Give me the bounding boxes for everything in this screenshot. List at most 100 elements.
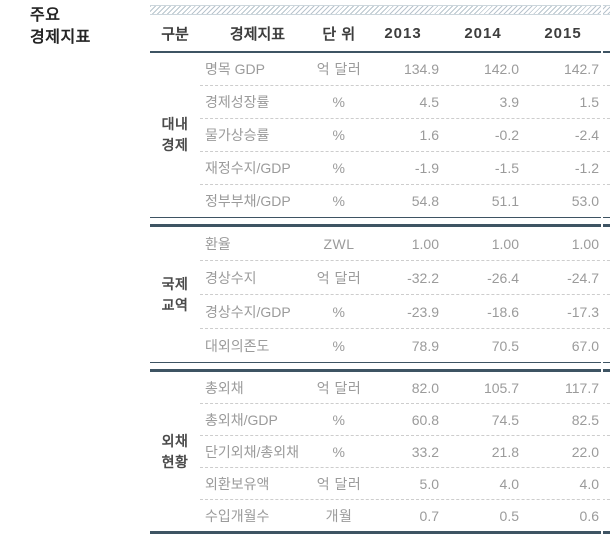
unit-cell: 억 달러 bbox=[316, 475, 362, 492]
value-2013: 60.8 bbox=[411, 411, 439, 428]
value-2013: 0.7 bbox=[419, 507, 439, 524]
unit-cell: % bbox=[332, 193, 346, 209]
unit-cell: 개월 bbox=[325, 507, 353, 524]
table-group-domestic-economy: 대내 경제 명목 GDP 억 달러 134.9 142.0 142.7 경제성장… bbox=[150, 53, 610, 217]
indicators-table: 구분 경제지표 단 위 2013 2014 2015 대내 경제 명목 GDP … bbox=[150, 5, 610, 534]
value-2013: 5.0 bbox=[419, 475, 439, 492]
header-year-2015: 2015 bbox=[544, 24, 582, 42]
group-category-label: 외채 현황 bbox=[161, 432, 189, 470]
page-title-line1: 주요 bbox=[30, 7, 61, 24]
table-row: 정부부채/GDP % 54.8 51.1 53.0 bbox=[200, 184, 610, 217]
indicator-label: 총외채/GDP bbox=[205, 411, 278, 428]
value-2014: 74.5 bbox=[491, 411, 519, 428]
value-2014: 105.7 bbox=[483, 379, 519, 396]
indicator-label: 경상수지/GDP bbox=[205, 303, 291, 320]
value-2014: 3.9 bbox=[499, 94, 519, 110]
group-category-cell: 외채 현황 bbox=[150, 372, 200, 531]
header-year-2013: 2013 bbox=[384, 24, 422, 42]
value-2014: 21.8 bbox=[491, 443, 519, 460]
indicator-label: 정부부채/GDP bbox=[205, 193, 291, 209]
value-2014: -18.6 bbox=[487, 303, 519, 320]
value-2013: 1.6 bbox=[419, 127, 439, 143]
value-2014: 4.0 bbox=[499, 475, 519, 492]
value-2013: 54.8 bbox=[411, 193, 439, 209]
table-row: 재정수지/GDP % -1.9 -1.5 -1.2 bbox=[200, 151, 610, 184]
unit-cell: % bbox=[332, 443, 346, 460]
table-row: 명목 GDP 억 달러 134.9 142.0 142.7 bbox=[200, 53, 610, 85]
unit-cell: 억 달러 bbox=[316, 269, 362, 286]
indicator-label: 단기외채/총외채 bbox=[205, 443, 300, 460]
unit-cell: 억 달러 bbox=[316, 61, 362, 77]
value-2013: 1.00 bbox=[411, 235, 439, 252]
indicator-label: 수입개월수 bbox=[205, 507, 270, 524]
value-2015: 67.0 bbox=[571, 337, 599, 354]
value-2014: 51.1 bbox=[491, 193, 519, 209]
value-2014: -0.2 bbox=[494, 127, 519, 143]
value-2014: 70.5 bbox=[491, 337, 519, 354]
column-gap bbox=[601, 5, 603, 534]
value-2015: 4.0 bbox=[579, 475, 599, 492]
table-row: 경상수지 억 달러 -32.2 -26.4 -24.7 bbox=[200, 260, 610, 294]
value-2015: 142.7 bbox=[563, 61, 599, 77]
indicator-label: 물가상승률 bbox=[205, 127, 270, 143]
indicator-label: 명목 GDP bbox=[205, 61, 265, 77]
value-2014: -26.4 bbox=[487, 269, 519, 286]
header-indicator: 경제지표 bbox=[229, 25, 286, 43]
unit-cell: 억 달러 bbox=[316, 379, 362, 396]
value-2013: 78.9 bbox=[411, 337, 439, 354]
value-2015: 22.0 bbox=[571, 443, 599, 460]
value-2013: 82.0 bbox=[411, 379, 439, 396]
group-rows: 총외채 억 달러 82.0 105.7 117.7 총외채/GDP % 60.8… bbox=[200, 372, 610, 531]
header-unit: 단 위 bbox=[322, 25, 356, 43]
value-2013: 134.9 bbox=[403, 61, 439, 77]
unit-cell: % bbox=[332, 127, 346, 143]
unit-cell: % bbox=[332, 160, 346, 176]
indicator-label: 외환보유액 bbox=[205, 475, 270, 492]
header-category: 구분 bbox=[161, 25, 189, 43]
value-2013: 4.5 bbox=[419, 94, 439, 110]
value-2013: 33.2 bbox=[411, 443, 439, 460]
table-group-external-debt: 외채 현황 총외채 억 달러 82.0 105.7 117.7 총외채/GDP … bbox=[150, 372, 610, 531]
group-divider bbox=[150, 362, 610, 372]
table-row: 총외채 억 달러 82.0 105.7 117.7 bbox=[200, 372, 610, 403]
value-2015: -2.4 bbox=[574, 127, 599, 143]
table-row: 대외의존도 % 78.9 70.5 67.0 bbox=[200, 328, 610, 362]
indicator-label: 총외채 bbox=[205, 379, 244, 396]
group-category-label: 대내 경제 bbox=[161, 116, 189, 153]
unit-cell: % bbox=[332, 94, 346, 110]
table-row: 총외채/GDP % 60.8 74.5 82.5 bbox=[200, 403, 610, 435]
unit-cell: ZWL bbox=[323, 235, 355, 252]
value-2014: -1.5 bbox=[494, 160, 519, 176]
indicator-label: 경제성장률 bbox=[205, 94, 270, 110]
value-2014: 0.5 bbox=[499, 507, 519, 524]
table-row: 환율 ZWL 1.00 1.00 1.00 bbox=[200, 227, 610, 260]
value-2015: 1.00 bbox=[571, 235, 599, 252]
header-year-2014: 2014 bbox=[464, 24, 502, 42]
value-2014: 1.00 bbox=[491, 235, 519, 252]
group-rows: 명목 GDP 억 달러 134.9 142.0 142.7 경제성장률 % 4.… bbox=[200, 53, 610, 217]
table-row: 물가상승률 % 1.6 -0.2 -2.4 bbox=[200, 118, 610, 151]
group-rows: 환율 ZWL 1.00 1.00 1.00 경상수지 억 달러 -32.2 -2… bbox=[200, 227, 610, 362]
value-2015: -1.2 bbox=[574, 160, 599, 176]
value-2015: 82.5 bbox=[571, 411, 599, 428]
indicator-label: 환율 bbox=[205, 235, 231, 252]
value-2014: 142.0 bbox=[483, 61, 519, 77]
group-divider bbox=[150, 217, 610, 227]
indicator-label: 재정수지/GDP bbox=[205, 160, 291, 176]
value-2015: -24.7 bbox=[567, 269, 599, 286]
value-2013: -23.9 bbox=[407, 303, 439, 320]
value-2015: 53.0 bbox=[571, 193, 599, 209]
table-row: 외환보유액 억 달러 5.0 4.0 4.0 bbox=[200, 467, 610, 499]
table-row: 단기외채/총외채 % 33.2 21.8 22.0 bbox=[200, 435, 610, 467]
group-category-cell: 대내 경제 bbox=[150, 53, 200, 217]
table-row: 경상수지/GDP % -23.9 -18.6 -17.3 bbox=[200, 294, 610, 328]
value-2015: 1.5 bbox=[579, 94, 599, 110]
page-title-line2: 경제지표 bbox=[30, 29, 91, 46]
value-2015: -17.3 bbox=[567, 303, 599, 320]
page-title: 주요 경제지표 bbox=[30, 5, 91, 49]
table-header-row: 구분 경제지표 단 위 2013 2014 2015 bbox=[150, 15, 610, 53]
unit-cell: % bbox=[332, 337, 346, 354]
value-2015: 0.6 bbox=[579, 507, 599, 524]
table-group-international-trade: 국제 교역 환율 ZWL 1.00 1.00 1.00 경상수지 억 달러 -3… bbox=[150, 227, 610, 362]
value-2013: -32.2 bbox=[407, 269, 439, 286]
